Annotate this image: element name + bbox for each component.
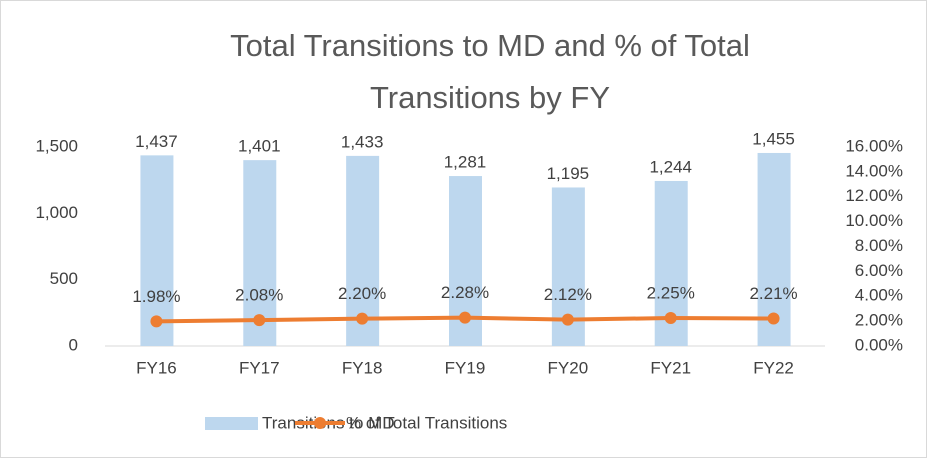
y-tick-label: 1,500 — [35, 136, 78, 155]
y2-tick-label: 12.00% — [845, 186, 903, 205]
data-label: 1,433 — [341, 132, 384, 151]
y-tick-label: 500 — [50, 269, 78, 288]
x-tick-label: FY22 — [753, 358, 794, 377]
y2-tick-label: 2.00% — [855, 311, 903, 330]
y2-tick-label: 10.00% — [845, 211, 903, 230]
y2-tick-label: 6.00% — [855, 261, 903, 280]
line-marker — [253, 314, 266, 327]
data-label: 2.12% — [544, 285, 592, 304]
data-label: 2.21% — [749, 284, 797, 303]
line-marker — [767, 312, 780, 325]
y-tick-label: 1,000 — [35, 203, 78, 222]
x-tick-label: FY16 — [136, 358, 177, 377]
legend-swatch — [314, 417, 326, 429]
data-label: 2.08% — [235, 286, 283, 305]
data-label: 1,437 — [135, 132, 178, 151]
data-label: 1,195 — [547, 164, 590, 183]
y2-tick-label: 4.00% — [855, 286, 903, 305]
x-tick-label: FY20 — [548, 358, 589, 377]
y-tick-label: 0 — [69, 335, 78, 354]
data-label: 1,455 — [752, 129, 795, 148]
data-label: 1.98% — [132, 287, 180, 306]
line-marker — [459, 311, 471, 324]
data-label: 1,281 — [444, 153, 487, 172]
data-label: 1,244 — [649, 157, 692, 176]
line-marker — [356, 312, 369, 325]
y2-tick-label: 14.00% — [845, 161, 903, 180]
legend-label: % of Total Transitions — [346, 413, 507, 432]
bar — [140, 155, 174, 346]
y2-tick-label: 16.00% — [845, 136, 903, 155]
chart-title: Transitions by FY — [370, 80, 610, 115]
line-marker — [664, 312, 677, 325]
y2-tick-label: 8.00% — [855, 236, 903, 255]
y2-tick-label: 0.00% — [855, 335, 903, 354]
data-label: 1,401 — [238, 137, 281, 156]
x-tick-label: FY19 — [445, 358, 486, 377]
data-label: 2.28% — [441, 283, 489, 302]
x-tick-label: FY18 — [342, 358, 383, 377]
data-label: 2.20% — [338, 284, 386, 303]
line-marker — [150, 315, 163, 328]
legend-swatch — [205, 417, 258, 430]
line-marker — [561, 313, 574, 326]
chart-title: Total Transitions to MD and % of Total — [230, 28, 750, 63]
data-label: 2.25% — [647, 284, 695, 303]
x-tick-label: FY17 — [239, 358, 280, 377]
x-tick-label: FY21 — [650, 358, 691, 377]
